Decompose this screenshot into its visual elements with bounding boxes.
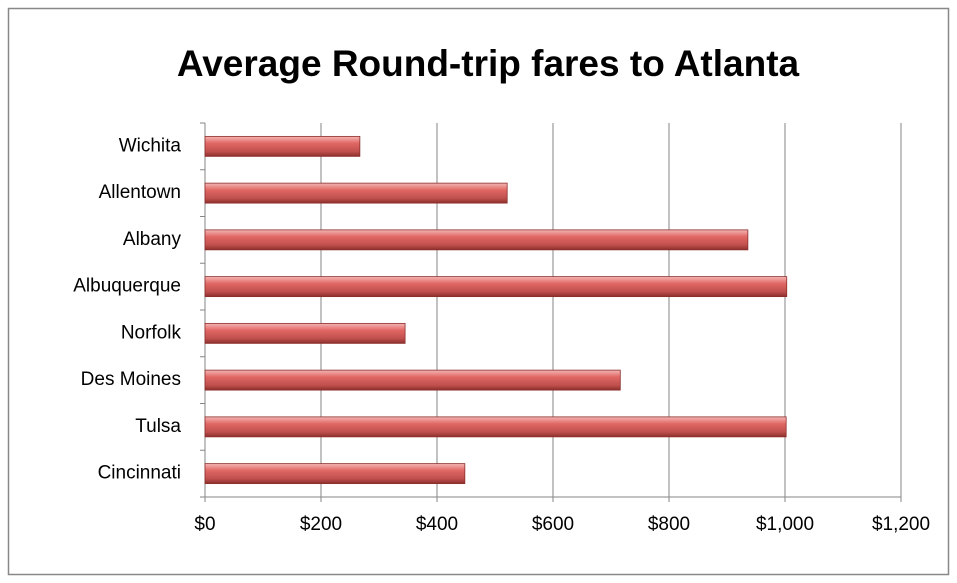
bar: [204, 276, 788, 298]
chart-title: Average Round-trip fares to Atlanta: [177, 43, 800, 84]
y-tick-label: Des Moines: [81, 369, 181, 390]
y-tick-label: Albany: [123, 229, 182, 250]
bar: [204, 135, 361, 157]
x-tick-label: $0: [194, 514, 215, 535]
x-tick-label: $800: [648, 514, 690, 535]
bar: [204, 463, 466, 485]
x-tick-label: $1,200: [872, 514, 930, 535]
bar: [204, 322, 406, 344]
x-tick-label: $1,000: [756, 514, 814, 535]
y-tick-label: Allentown: [99, 182, 181, 203]
x-tick-label: $400: [416, 514, 458, 535]
bar: [204, 416, 787, 438]
x-tick-label: $200: [300, 514, 342, 535]
y-tick-label: Cincinnati: [98, 463, 181, 484]
bar: [204, 229, 749, 251]
bar: [204, 182, 508, 204]
y-tick-label: Norfolk: [121, 322, 182, 343]
bar: [204, 369, 621, 391]
x-tick-label: $600: [532, 514, 574, 535]
y-tick-label: Wichita: [119, 135, 182, 156]
y-tick-label: Tulsa: [135, 416, 181, 437]
y-tick-label: Albuquerque: [73, 276, 181, 297]
